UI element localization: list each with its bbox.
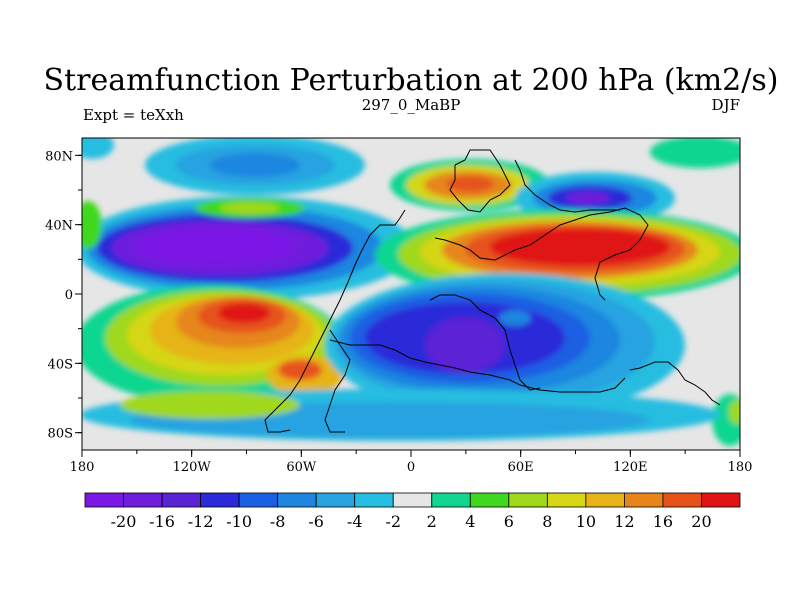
y-axis: 80N 40N 0 40S 80S xyxy=(45,149,82,442)
colorbar-label-6: -4 xyxy=(347,512,363,531)
colorbar-swatch-1 xyxy=(123,492,163,508)
colorbar-label-4: -8 xyxy=(270,512,286,531)
colorbar-label-5: -6 xyxy=(308,512,324,531)
colorbar-swatch-6 xyxy=(315,492,356,508)
contour-arctic-low-6 xyxy=(210,153,300,177)
y-tick-label-1: 40N xyxy=(45,219,73,234)
colorbar-swatch-12 xyxy=(546,492,587,508)
colorbar-swatch-7 xyxy=(354,492,394,508)
contour-s-pacific-high-20 xyxy=(218,303,270,323)
colorbar-label-9: 4 xyxy=(465,512,475,531)
contour-patagonia-high-12 xyxy=(278,360,322,380)
colorbar-swatch-2 xyxy=(161,492,201,508)
x-tick-label-4: 60E xyxy=(508,460,534,475)
season-label: DJF xyxy=(712,96,740,114)
y-tick-label-0: 80N xyxy=(45,149,73,164)
chart-title: Streamfunction Perturbation at 200 hPa (… xyxy=(44,63,779,98)
coastline-south-america-east xyxy=(324,329,351,433)
colorbar-label-11: 8 xyxy=(542,512,552,531)
colorbar-swatch-13 xyxy=(585,492,625,508)
contour-east-edge-pos-2 xyxy=(729,400,740,424)
coastline-antarctica xyxy=(329,339,626,393)
contour-n-atlantic-high-14 xyxy=(446,176,494,192)
colorbar-label-3: -10 xyxy=(226,512,252,531)
colorbar-label-12: 10 xyxy=(576,512,596,531)
coastline-africa xyxy=(429,294,541,391)
contour-n-atlantic-ring-inner xyxy=(220,202,280,214)
colorbar-label-2: -12 xyxy=(188,512,214,531)
colorbar-label-13: 12 xyxy=(614,512,634,531)
colorbar-label-0: -20 xyxy=(111,512,137,531)
colorbar-swatch-3 xyxy=(200,492,240,508)
colorbar-swatch-8 xyxy=(392,492,433,508)
contour-southern-band-west xyxy=(120,391,300,419)
y-tick-label-3: 40S xyxy=(48,357,73,372)
colorbar-label-1: -16 xyxy=(149,512,175,531)
contour-s-indian-low-mid xyxy=(499,310,531,326)
contour-north-pacific-low-20 xyxy=(135,228,295,264)
coastline-eurasia xyxy=(434,207,649,301)
colorbar-swatch-15 xyxy=(662,492,702,508)
contour-northwest-edge-low xyxy=(82,138,114,159)
x-tick-label-5: 120E xyxy=(613,460,647,475)
coastlines xyxy=(264,149,721,433)
x-tick-label-0: 180 xyxy=(70,460,95,475)
colorbar-label-14: 16 xyxy=(653,512,673,531)
colorbar-swatch-9 xyxy=(431,492,471,508)
plot-area xyxy=(82,138,740,450)
contour-nw-pacific-low-16 xyxy=(566,192,610,204)
colorbar-label-8: 2 xyxy=(427,512,437,531)
contour-east-edge-pos xyxy=(712,394,740,446)
y-tick-label-4: 80S xyxy=(48,427,73,442)
colorbar: -20 -16 -12 -10 -8 -6 -4 -2 2 4 6 8 10 12 16 20 xyxy=(84,492,741,531)
y-tick-label-2: 0 xyxy=(65,288,73,303)
x-tick-label-6: 180 xyxy=(728,460,753,475)
coastline-asia-north xyxy=(514,159,620,213)
colorbar-swatch-0 xyxy=(84,492,124,508)
colorbar-swatch-4 xyxy=(238,492,279,508)
coastline-americas-west xyxy=(264,209,406,433)
contour-west-edge-pos xyxy=(82,201,102,249)
colorbar-label-15: 20 xyxy=(691,512,711,531)
x-tick-label-1: 120W xyxy=(173,460,212,475)
run-label: 297_0_MaBP xyxy=(362,96,461,114)
x-tick-label-2: 60W xyxy=(286,460,317,475)
contour-s-indian-low-16 xyxy=(425,317,505,373)
x-tick-label-3: 0 xyxy=(407,460,415,475)
colorbar-label-10: 6 xyxy=(504,512,514,531)
contour-asia-high-20 xyxy=(490,228,670,266)
streamfunction-field xyxy=(82,138,740,446)
colorbar-swatch-14 xyxy=(624,492,664,508)
contour-northeast-edge-pos xyxy=(650,138,740,168)
colorbar-swatch-10 xyxy=(469,492,510,508)
x-axis: 180 120W 60W 0 60E 120E 180 xyxy=(70,450,753,475)
colorbar-label-7: -2 xyxy=(385,512,401,531)
coastline-australia xyxy=(629,361,721,406)
coastline-north-america xyxy=(449,149,511,213)
colorbar-swatch-16 xyxy=(701,492,741,508)
experiment-label: Expt = teXxh xyxy=(83,106,184,124)
colorbar-swatch-5 xyxy=(277,492,317,508)
colorbar-swatch-11 xyxy=(508,492,548,508)
